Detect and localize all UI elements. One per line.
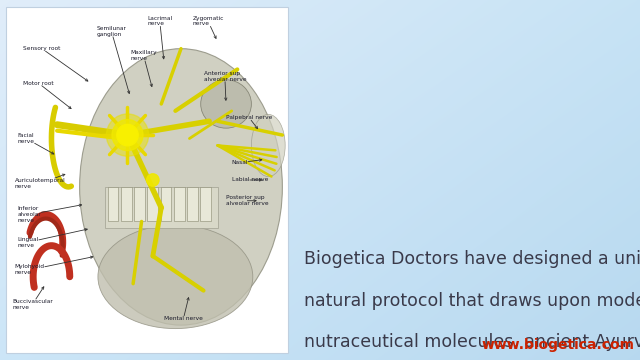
Text: www.biogetica.com: www.biogetica.com [482,338,635,352]
Text: natural protocol that draws upon modern: natural protocol that draws upon modern [304,292,640,310]
Bar [187,187,198,221]
Ellipse shape [201,80,252,128]
Bar [200,187,211,221]
Text: Lingual
nerve: Lingual nerve [18,229,87,248]
Text: Inferior
alveolar
nerve: Inferior alveolar nerve [18,204,82,223]
Text: Mental nerve: Mental nerve [164,298,203,321]
Text: Motor root: Motor root [23,81,71,109]
Text: Posterior sup
alveolar nerve: Posterior sup alveolar nerve [226,195,269,206]
Text: Palpebral nerve: Palpebral nerve [226,115,273,129]
Circle shape [112,120,143,150]
Text: Zygomatic
nerve: Zygomatic nerve [192,15,223,39]
Text: Maxillary
nerve: Maxillary nerve [131,50,157,86]
Circle shape [116,124,138,146]
Text: Labial nerve: Labial nerve [232,177,268,183]
Text: Semilunar
ganglion: Semilunar ganglion [97,26,130,94]
Circle shape [147,174,159,186]
Text: Facial
nerve: Facial nerve [18,133,54,154]
Bar [134,187,145,221]
Ellipse shape [79,49,282,325]
Text: Lacrimal
nerve: Lacrimal nerve [147,15,172,59]
Text: Nasal: Nasal [232,159,262,165]
Bar [105,187,218,228]
Bar [174,187,185,221]
Ellipse shape [252,114,285,176]
Circle shape [106,114,148,156]
Text: nutraceutical molecules, ancient Ayurveda: nutraceutical molecules, ancient Ayurved… [304,333,640,351]
Text: Anterior sup
alveolar nerve: Anterior sup alveolar nerve [204,71,246,100]
Bar [6,7,288,353]
Bar [161,187,172,221]
Bar [121,187,132,221]
Text: Mylohyoid
nerve: Mylohyoid nerve [15,256,93,275]
Text: Sensory root: Sensory root [23,46,88,81]
Ellipse shape [98,225,253,329]
Bar [108,187,118,221]
Bar [147,187,158,221]
Text: Buccivascular
nerve: Buccivascular nerve [12,287,52,310]
Text: Biogetica Doctors have designed a unique: Biogetica Doctors have designed a unique [304,250,640,268]
Text: Auriculotemporal
nerve: Auriculotemporal nerve [15,174,65,189]
